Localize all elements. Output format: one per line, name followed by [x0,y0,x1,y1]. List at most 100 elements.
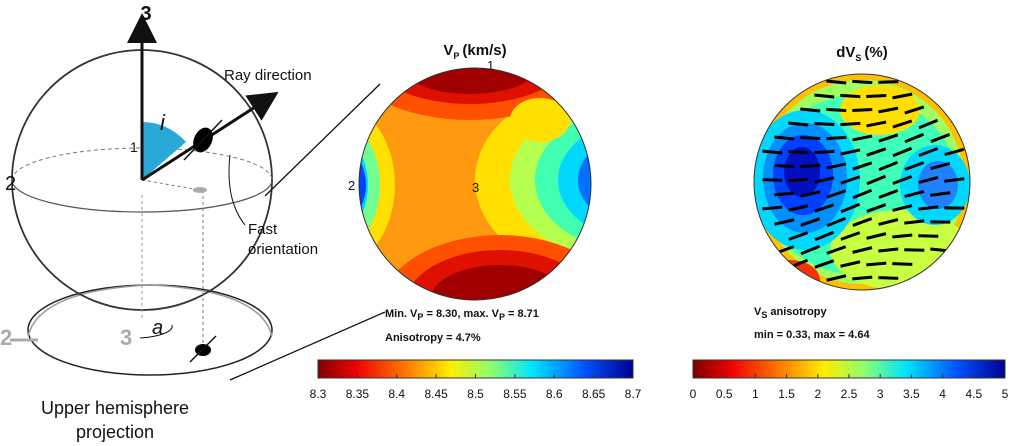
colorbar-tick-label: 8.45 [424,387,448,401]
fast-dash [800,107,821,113]
fast-dash [852,108,873,112]
fast-dash [762,178,783,182]
fast-dash [892,204,913,212]
fast-dash [762,205,783,211]
caption: Upper hemisphere [41,398,189,418]
fast-dash [918,118,939,130]
fast-dash [918,205,939,211]
fast-dash [892,175,913,185]
fast-dash [826,135,847,141]
title-symbol: V [443,42,453,59]
equator-back [11,147,273,181]
subscript: P [417,312,423,322]
fast-dash [814,93,835,99]
connector-bottom [229,311,386,381]
fast-dash [904,219,925,225]
ray-label: Ray direction [224,67,312,84]
title-symbol: dV [836,44,855,61]
fast-dash [892,146,913,158]
vs-title: dVS (%) [836,44,888,63]
fast-dash [762,149,783,155]
projection-bar [189,335,217,363]
fast-dash [826,189,847,199]
fast-dash [930,133,951,143]
disc-rim [27,284,273,337]
fast-dash [866,94,887,98]
colorbar-tick-label: 1 [752,387,759,401]
fast-dash [930,247,951,253]
colorbar-tick-label: 8.4 [388,387,405,401]
fast-dash [800,217,821,227]
fast-dash [904,190,925,198]
fast-dash [788,204,809,212]
colorbar-tick-label: 5 [1002,387,1009,401]
fast-dash [918,147,939,157]
fast-dash [826,216,847,228]
fast-dash [852,161,873,171]
fast-dash [866,147,887,157]
fast-dash [814,203,835,213]
fast-dash [774,135,795,141]
title-unit: (%) [864,44,887,61]
vs-rim [753,73,971,291]
caption: projection [76,422,154,442]
text-part: V [754,306,762,318]
axis-label: 2 [0,325,12,350]
colorbar-tick-label: 3 [877,387,884,401]
fast-dash [814,230,835,242]
sphere-diagram: 3 2 i 1 Ray direction Fast orientation 2… [0,3,386,442]
fast-dash [930,191,951,197]
colorbar-tick-label: 8.35 [346,387,370,401]
contour [918,161,958,209]
fast-dash [878,80,899,84]
fast-dash [852,134,873,142]
fast-dash [852,275,873,281]
colorbar-ticks: 8.3 8.35 8.4 8.45 8.5 8.55 8.6 8.65 8.7 [310,374,642,401]
axis-label: 3 [472,180,479,195]
fast-dash [866,174,887,186]
vp-min-max: Min. VP = 8.30, max. VP = 8.71 [385,308,539,322]
vs-plot: dVS (%) VS anisotropy min = 0.33, max = 4… [690,44,1009,401]
fast-dash [866,120,887,128]
fast-dash [866,232,887,240]
equator [11,179,273,213]
colorbar-tick-label: 4.5 [965,387,982,401]
fast-dash [826,79,847,85]
text-part: = 8.71 [505,308,539,320]
fast-dash [878,106,899,114]
fast-dash [892,262,913,266]
contour [510,98,570,142]
vp-plot: VP (km/s) 1 2 3 Min. VP = 8.30, max. VP =… [310,42,642,401]
fast-dash [852,79,873,85]
azimuth-arc [139,324,173,339]
fast-dash [788,121,809,127]
text-part: anisotropy [767,306,827,318]
fast-dash [878,160,899,172]
connector-top [264,83,381,197]
title-subscript: P [453,51,459,61]
incidence-wedge [142,121,186,180]
colorbar-tick-label: 8.5 [467,387,484,401]
axis-label: 3 [120,325,132,350]
azimuth-line [141,179,201,191]
colorbar-tick-label: 4 [939,387,946,401]
fast-dash [800,135,821,141]
fast-directions [762,79,965,282]
colorbar-tick-label: 3.5 [903,387,920,401]
contour [578,130,591,230]
fast-dash [904,105,925,115]
fast-dash [840,93,861,99]
fast-dash [788,177,809,183]
vs-min-max: min = 0.33, max = 4.64 [754,329,870,341]
fast-dash [852,246,873,254]
fast-dash [930,161,951,171]
fast-dash [892,119,913,129]
fast-dash [892,92,913,100]
projected-point [193,187,207,193]
fast-dash [904,132,925,144]
colorbar-tick-label: 1.5 [778,387,795,401]
fast-dash [944,147,965,157]
fast-dash [800,190,821,198]
angle-label: a [152,317,163,339]
